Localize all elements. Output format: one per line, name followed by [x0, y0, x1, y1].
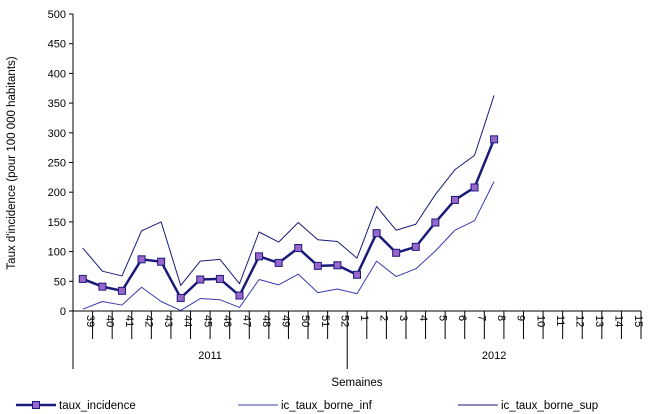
x-tick-label: 46 [221, 315, 233, 327]
x-tick-label: 40 [103, 315, 115, 327]
x-tick-label: 49 [280, 315, 292, 327]
y-tick-label: 100 [48, 247, 66, 259]
data-point [490, 135, 499, 144]
data-point [313, 261, 322, 270]
legend-label-ic_taux_borne_sup: ic_taux_borne_sup [501, 400, 598, 412]
x-tick-label: 52 [338, 315, 350, 327]
x-tick-label: 12 [573, 315, 585, 327]
series-line-ic_taux_borne_inf [82, 181, 495, 311]
data-point [411, 242, 420, 251]
x-tick-label: 14 [613, 315, 625, 327]
y-tick-label: 0 [60, 306, 66, 318]
x-tick-label: 44 [182, 315, 194, 327]
x-tick-label: 45 [201, 315, 213, 327]
series-line-taux_incidence [82, 138, 496, 300]
y-tick-label: 50 [54, 276, 66, 288]
x-tick-label: 47 [240, 315, 252, 327]
year-label: 2011 [198, 350, 222, 362]
x-tick-label: 4 [417, 315, 429, 321]
data-point [196, 275, 205, 284]
series-layer [78, 95, 499, 311]
x-tick-label: 41 [123, 315, 135, 327]
data-point [470, 183, 479, 192]
x-tick-label: 50 [299, 315, 311, 327]
data-point [255, 252, 264, 261]
data-point [137, 255, 146, 264]
x-tick-label: 10 [534, 315, 546, 327]
y-axis-title: Taux d'incidence (pour 100 000 habitants… [6, 56, 18, 269]
data-point [215, 274, 224, 283]
y-tick-label: 250 [48, 158, 66, 170]
x-tick-label: 9 [515, 315, 527, 321]
y-tick-label: 200 [48, 187, 66, 199]
y-tick-label: 150 [48, 217, 66, 229]
legend-label-taux_incidence: taux_incidence [59, 400, 136, 412]
data-point [333, 261, 342, 270]
data-point [98, 282, 107, 291]
x-tick-label: 5 [436, 315, 448, 321]
y-tick-label: 350 [48, 98, 66, 110]
x-tick-label: 39 [84, 315, 96, 327]
x-tick-label: 3 [397, 315, 409, 321]
data-point [176, 293, 185, 302]
data-point [431, 218, 440, 227]
x-axis: 39 40 41 42 43 44 45 46 47 48 49 50 51 52 1 2 3 4 5 6 7 8 9 10 1… [72, 310, 644, 369]
y-tick-label: 500 [48, 9, 66, 21]
data-point [235, 291, 244, 300]
year-label: 2012 [482, 350, 506, 362]
x-tick-label: 8 [495, 315, 507, 321]
y-tick-label: 300 [48, 128, 66, 140]
data-point [274, 258, 283, 267]
x-tick-label: 7 [476, 315, 488, 321]
data-point [294, 244, 303, 253]
x-tick-label: 15 [632, 315, 644, 327]
data-point [372, 229, 381, 238]
x-tick-label: 43 [162, 315, 174, 327]
data-point [353, 270, 361, 279]
x-tick-label: 6 [456, 315, 468, 321]
legend: taux_incidence ic_taux_borne_inf ic_taux_b… [16, 400, 598, 412]
series-line-ic_taux_borne_sup [82, 95, 495, 286]
legend-label-ic_taux_borne_inf: ic_taux_borne_inf [281, 400, 373, 412]
y-tick-label: 400 [48, 68, 66, 80]
x-tick-label: 2 [378, 315, 390, 321]
x-tick-label: 11 [554, 315, 566, 326]
x-tick-label: 48 [260, 315, 272, 327]
x-tick-label: 51 [319, 315, 331, 327]
y-tick-label: 450 [48, 39, 66, 51]
data-point [117, 286, 126, 295]
data-point [78, 274, 87, 283]
y-axis: 0 50 100 150 200 250 300 350 400 450 500 [48, 9, 74, 318]
data-point [450, 195, 459, 204]
x-tick-label: 1 [358, 315, 370, 321]
x-tick-label: 13 [593, 315, 605, 327]
x-axis-title: Semaines [331, 377, 382, 389]
data-point [392, 248, 401, 257]
legend-marker [32, 401, 40, 409]
data-point [157, 257, 166, 266]
x-tick-label: 42 [143, 315, 155, 327]
